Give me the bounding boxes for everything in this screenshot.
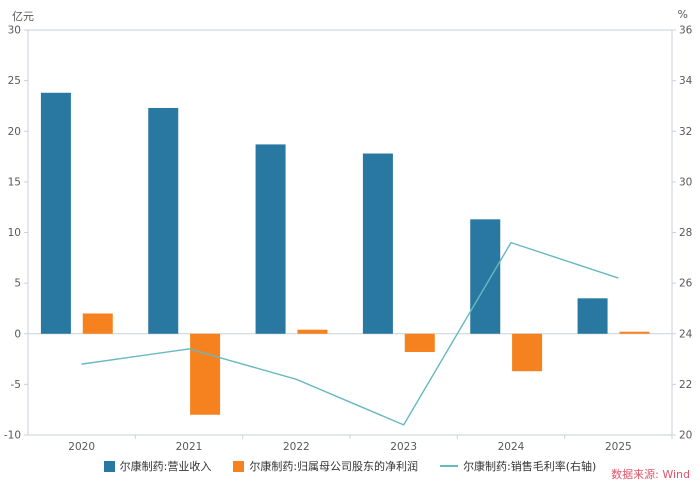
right-axis-unit-label: %	[677, 8, 688, 21]
right-axis-tick-label: 20	[679, 430, 692, 442]
bar-net-profit-2020	[82, 313, 113, 334]
gross-margin-line	[81, 241, 619, 426]
data-source-label: 数据来源: Wind	[611, 468, 690, 481]
right-axis-tick-label: 28	[679, 227, 692, 239]
left-axis-tick-label: 25	[8, 75, 21, 87]
plot-frame	[27, 29, 673, 436]
legend-item-1: 尔康制药:归属母公司股东的净利润	[233, 458, 418, 474]
legend-swatch	[103, 460, 115, 472]
bar-revenue-2025	[577, 298, 608, 334]
left-axis-unit-label: 亿元	[12, 10, 34, 23]
x-axis-label: 2023	[390, 441, 417, 452]
chart-legend: 尔康制药:营业收入 尔康制药:归属母公司股东的净利润 尔康制药:销售毛利率(右轴)	[0, 458, 700, 474]
x-axis-label: 2021	[176, 441, 203, 452]
left-axis-tick-label: -5	[11, 379, 21, 391]
right-axis-tick-label: 34	[679, 75, 693, 87]
left-axis-tick-label: -10	[4, 430, 21, 442]
left-axis-tick-label: 30	[8, 25, 21, 37]
x-axis-label: 2024	[498, 441, 525, 452]
legend-label: 尔康制药:归属母公司股东的净利润	[249, 460, 419, 473]
right-axis-tick-label: 26	[679, 278, 693, 290]
left-axis-tick-label: 10	[8, 227, 21, 239]
bar-revenue-2023	[362, 153, 393, 334]
x-axis-label: 2022	[283, 441, 310, 452]
legend-label: 尔康制药:营业收入	[119, 460, 212, 473]
right-axis-tick-label: 30	[679, 176, 692, 188]
bar-net-profit-2025	[619, 331, 650, 334]
bar-revenue-2022	[255, 144, 286, 334]
legend-label: 尔康制药:销售毛利率(右轴)	[463, 460, 597, 473]
left-axis-tick-label: 20	[8, 126, 21, 138]
left-axis-tick-label: 5	[14, 278, 21, 290]
bar-revenue-2024	[470, 219, 501, 334]
bar-revenue-2020	[40, 92, 71, 334]
bar-net-profit-2022	[297, 329, 328, 334]
legend-swatch	[233, 460, 245, 472]
bar-net-profit-2023	[404, 333, 435, 352]
x-axis-label: 2020	[68, 441, 95, 452]
legend-item-0: 尔康制药:营业收入	[103, 458, 212, 474]
right-axis-tick-label: 24	[679, 328, 693, 340]
legend-line-marker	[440, 465, 459, 467]
bar-net-profit-2024	[512, 333, 543, 372]
right-axis-tick-label: 22	[679, 379, 692, 391]
right-axis-tick-label: 32	[679, 126, 692, 138]
left-axis-tick-label: 0	[14, 328, 21, 340]
bar-net-profit-2021	[190, 333, 221, 415]
legend-item-2: 尔康制药:销售毛利率(右轴)	[440, 458, 596, 474]
right-axis-tick-label: 36	[679, 25, 693, 37]
bar-revenue-2021	[148, 107, 179, 334]
left-axis-tick-label: 15	[8, 176, 21, 188]
x-axis-label: 2025	[605, 441, 632, 452]
